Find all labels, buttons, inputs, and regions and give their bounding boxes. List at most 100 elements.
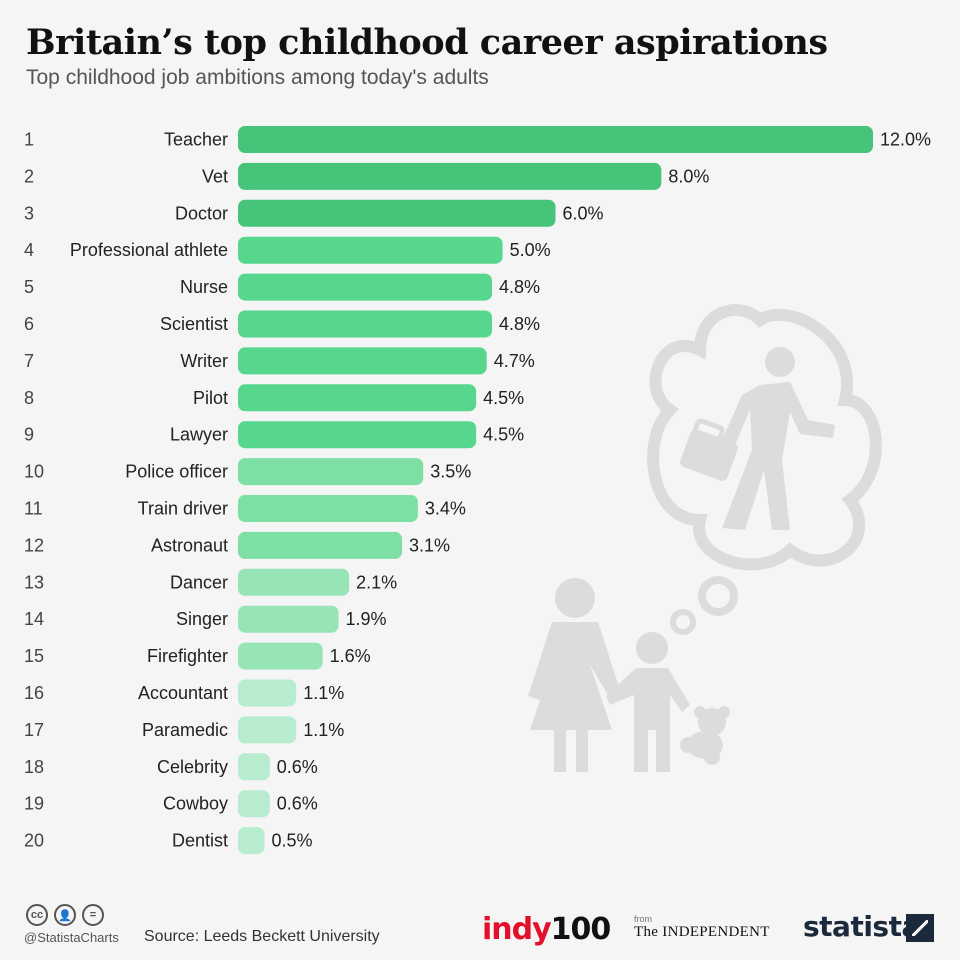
rank-label: 4 bbox=[24, 240, 34, 260]
rank-label: 20 bbox=[24, 831, 44, 851]
value-label: 1.1% bbox=[303, 683, 344, 703]
rank-label: 6 bbox=[24, 314, 34, 334]
bar[interactable] bbox=[238, 679, 297, 707]
bar[interactable] bbox=[238, 753, 270, 781]
bar[interactable] bbox=[238, 827, 265, 855]
chart-title: Britain’s top childhood career aspiratio… bbox=[26, 22, 828, 63]
bar[interactable] bbox=[238, 384, 477, 412]
category-label: Professional athlete bbox=[70, 240, 228, 260]
category-label: Doctor bbox=[175, 203, 228, 223]
bar[interactable] bbox=[238, 458, 424, 486]
bar[interactable] bbox=[238, 273, 492, 301]
independent-logo-text: The INDEPENDENT bbox=[634, 924, 770, 940]
value-label: 3.4% bbox=[425, 499, 466, 519]
value-label: 1.1% bbox=[303, 720, 344, 740]
bar[interactable] bbox=[238, 605, 339, 633]
value-label: 3.1% bbox=[409, 535, 450, 555]
rank-label: 11 bbox=[24, 499, 43, 519]
license-icons: cc 👤 = bbox=[26, 904, 104, 926]
value-label: 0.5% bbox=[271, 831, 312, 851]
value-label: 4.8% bbox=[499, 314, 540, 334]
category-label: Astronaut bbox=[151, 535, 228, 555]
child-icon bbox=[606, 632, 690, 772]
category-label: Dancer bbox=[170, 572, 228, 592]
bar[interactable] bbox=[238, 642, 323, 670]
rank-label: 5 bbox=[24, 277, 34, 297]
category-label: Firefighter bbox=[147, 646, 228, 666]
bar[interactable] bbox=[238, 310, 492, 338]
category-label: Lawyer bbox=[170, 425, 228, 445]
value-label: 0.6% bbox=[277, 757, 318, 777]
rank-label: 2 bbox=[24, 166, 34, 186]
value-label: 1.6% bbox=[330, 646, 371, 666]
bar[interactable] bbox=[238, 126, 873, 153]
category-label: Scientist bbox=[160, 314, 228, 334]
category-label: Cowboy bbox=[163, 794, 228, 814]
statista-logo-mark-icon bbox=[906, 914, 934, 942]
rank-label: 10 bbox=[24, 462, 44, 482]
rank-label: 19 bbox=[24, 794, 44, 814]
rank-label: 3 bbox=[24, 203, 34, 223]
rank-label: 14 bbox=[24, 609, 44, 629]
statista-logo[interactable]: statista bbox=[803, 910, 920, 943]
category-label: Singer bbox=[176, 609, 228, 629]
category-label: Celebrity bbox=[157, 757, 228, 777]
value-label: 12.0% bbox=[880, 130, 931, 150]
indy100-logo[interactable]: indy100 bbox=[482, 912, 612, 947]
bar[interactable] bbox=[238, 199, 556, 227]
thought-cloud-icon bbox=[647, 304, 882, 635]
rank-label: 16 bbox=[24, 683, 44, 703]
no-derivatives-icon[interactable]: = bbox=[82, 904, 104, 926]
value-label: 8.0% bbox=[668, 166, 709, 186]
value-label: 1.9% bbox=[346, 609, 387, 629]
statista-handle[interactable]: @StatistaCharts bbox=[24, 930, 119, 945]
bar[interactable] bbox=[238, 716, 297, 744]
independent-logo-from: from bbox=[634, 914, 652, 924]
category-label: Train driver bbox=[138, 499, 228, 519]
chart-subtitle: Top childhood job ambitions among today'… bbox=[26, 66, 489, 89]
teddy-bear-icon bbox=[680, 706, 730, 765]
bar[interactable] bbox=[238, 495, 418, 522]
bar[interactable] bbox=[238, 531, 403, 559]
category-label: Vet bbox=[202, 166, 228, 186]
independent-logo[interactable]: from The INDEPENDENT bbox=[634, 914, 770, 941]
footer: cc 👤 = @StatistaCharts Source: Leeds Bec… bbox=[0, 890, 960, 960]
value-label: 3.5% bbox=[430, 462, 471, 482]
bar[interactable] bbox=[238, 421, 477, 449]
value-label: 4.5% bbox=[483, 388, 524, 408]
value-label: 4.8% bbox=[499, 277, 540, 297]
category-label: Nurse bbox=[180, 277, 228, 297]
rank-label: 15 bbox=[24, 646, 44, 666]
rank-label: 9 bbox=[24, 425, 34, 445]
indy100-logo-red: indy bbox=[482, 912, 552, 947]
category-label: Teacher bbox=[164, 130, 228, 150]
value-label: 2.1% bbox=[356, 572, 397, 592]
value-label: 4.7% bbox=[494, 351, 535, 371]
rank-label: 7 bbox=[24, 351, 34, 371]
bar[interactable] bbox=[238, 347, 487, 375]
rank-label: 8 bbox=[24, 388, 34, 408]
rank-label: 18 bbox=[24, 757, 44, 777]
category-label: Pilot bbox=[193, 388, 228, 408]
category-label: Police officer bbox=[125, 462, 228, 482]
bar[interactable] bbox=[238, 162, 662, 190]
category-label: Accountant bbox=[138, 683, 228, 703]
category-label: Paramedic bbox=[142, 720, 228, 740]
creative-commons-icon[interactable]: cc bbox=[26, 904, 48, 926]
rank-label: 12 bbox=[24, 535, 44, 555]
rank-label: 17 bbox=[24, 720, 44, 740]
value-label: 5.0% bbox=[510, 240, 551, 260]
parent-icon bbox=[528, 578, 620, 772]
bar[interactable] bbox=[238, 568, 350, 596]
attribution-icon[interactable]: 👤 bbox=[54, 904, 76, 926]
bar-chart: 1 Teacher 12.0% 2 Vet 8.0% 3 Doctor 6.0% 4 Profess… bbox=[24, 126, 931, 855]
bar[interactable] bbox=[238, 236, 503, 264]
category-label: Writer bbox=[180, 351, 228, 371]
value-label: 6.0% bbox=[563, 203, 604, 223]
indy100-logo-black: 100 bbox=[550, 912, 612, 947]
bar[interactable] bbox=[238, 790, 270, 818]
value-label: 0.6% bbox=[277, 794, 318, 814]
value-label: 4.5% bbox=[483, 425, 524, 445]
category-label: Dentist bbox=[172, 831, 228, 851]
businessman-walking-icon bbox=[680, 347, 835, 530]
